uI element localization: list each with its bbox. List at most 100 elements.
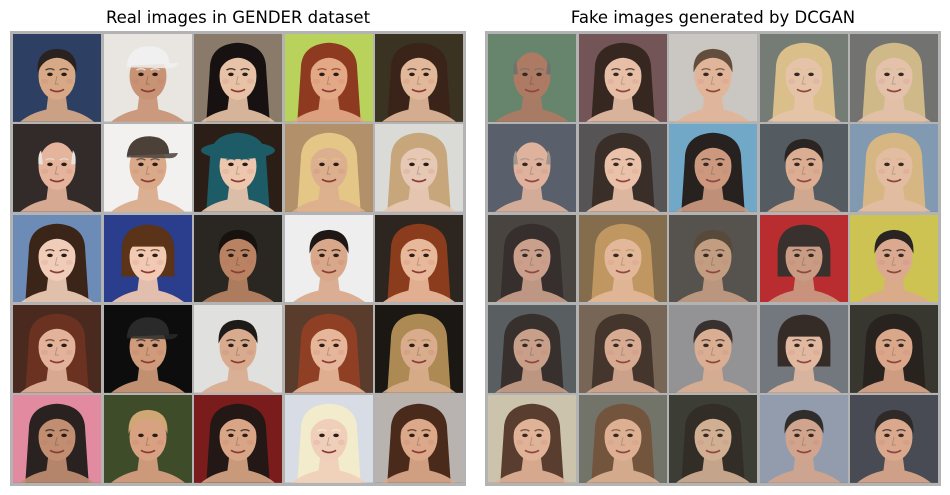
real-images-grid-frame — [10, 31, 466, 486]
face-image — [850, 214, 938, 303]
fake-image-tile — [759, 34, 848, 122]
face-image — [759, 304, 848, 393]
face-image — [194, 34, 282, 122]
face-image — [194, 214, 282, 303]
fake-image-tile — [850, 124, 938, 213]
fake-image-tile — [850, 395, 938, 483]
face-image — [284, 214, 373, 303]
real-image-tile — [284, 395, 373, 483]
real-images-title: Real images in GENDER dataset — [105, 8, 371, 27]
real-image-tile — [103, 124, 192, 213]
face-image — [103, 395, 192, 483]
fake-image-tile — [488, 304, 576, 393]
face-image — [578, 34, 667, 122]
fake-image-tile — [488, 124, 576, 213]
face-image — [13, 395, 101, 483]
face-image — [488, 395, 576, 483]
fake-image-tile — [669, 34, 757, 122]
face-image — [194, 304, 282, 393]
real-image-tile — [13, 395, 101, 483]
face-image — [759, 124, 848, 213]
real-images-grid — [13, 34, 463, 483]
fake-image-tile — [578, 304, 667, 393]
face-image — [13, 214, 101, 303]
real-image-tile — [103, 214, 192, 303]
real-image-tile — [375, 34, 463, 122]
fake-image-tile — [578, 395, 667, 483]
real-image-tile — [375, 214, 463, 303]
real-image-tile — [13, 34, 101, 122]
real-image-tile — [194, 304, 282, 393]
face-image — [669, 124, 757, 213]
real-image-tile — [284, 214, 373, 303]
face-image — [669, 304, 757, 393]
face-image — [488, 34, 576, 122]
face-image — [103, 214, 192, 303]
fake-image-tile — [850, 304, 938, 393]
fake-image-tile — [759, 214, 848, 303]
fake-image-tile — [759, 124, 848, 213]
fake-image-tile — [578, 214, 667, 303]
real-image-tile — [284, 124, 373, 213]
fake-image-tile — [669, 395, 757, 483]
real-image-tile — [284, 34, 373, 122]
face-image — [194, 124, 282, 213]
fake-image-tile — [850, 214, 938, 303]
real-image-tile — [284, 304, 373, 393]
real-image-tile — [375, 395, 463, 483]
real-image-tile — [13, 124, 101, 213]
face-image — [850, 124, 938, 213]
face-image — [759, 34, 848, 122]
face-image — [284, 34, 373, 122]
face-image — [13, 304, 101, 393]
real-image-tile — [13, 214, 101, 303]
face-image — [578, 214, 667, 303]
face-image — [284, 304, 373, 393]
real-image-tile — [194, 395, 282, 483]
real-image-tile — [194, 124, 282, 213]
fake-image-tile — [488, 395, 576, 483]
fake-images-grid-frame — [485, 31, 941, 486]
fake-image-tile — [759, 395, 848, 483]
face-image — [103, 124, 192, 213]
face-image — [375, 304, 463, 393]
face-image — [488, 124, 576, 213]
real-images-panel: Real images in GENDER dataset — [10, 0, 466, 495]
face-image — [375, 34, 463, 122]
face-image — [578, 304, 667, 393]
fake-images-grid — [488, 34, 938, 483]
face-image — [488, 304, 576, 393]
fake-images-title: Fake images generated by DCGAN — [570, 8, 856, 27]
face-image — [194, 395, 282, 483]
face-image — [103, 304, 192, 393]
face-image — [375, 214, 463, 303]
face-image — [578, 124, 667, 213]
face-image — [488, 214, 576, 303]
face-image — [375, 124, 463, 213]
face-image — [850, 34, 938, 122]
face-image — [13, 124, 101, 213]
real-image-tile — [103, 34, 192, 122]
real-image-tile — [13, 304, 101, 393]
face-image — [284, 124, 373, 213]
face-image — [850, 395, 938, 483]
face-image — [13, 34, 101, 122]
face-image — [850, 304, 938, 393]
fake-image-tile — [759, 304, 848, 393]
fake-image-tile — [669, 214, 757, 303]
real-image-tile — [375, 304, 463, 393]
face-image — [578, 395, 667, 483]
face-image — [759, 395, 848, 483]
fake-image-tile — [488, 34, 576, 122]
real-image-tile — [103, 395, 192, 483]
fake-image-tile — [669, 304, 757, 393]
face-image — [284, 395, 373, 483]
face-image — [759, 214, 848, 303]
face-image — [375, 395, 463, 483]
real-image-tile — [194, 34, 282, 122]
real-image-tile — [194, 214, 282, 303]
fake-image-tile — [850, 34, 938, 122]
face-image — [669, 395, 757, 483]
fake-image-tile — [669, 124, 757, 213]
face-image — [103, 34, 192, 122]
